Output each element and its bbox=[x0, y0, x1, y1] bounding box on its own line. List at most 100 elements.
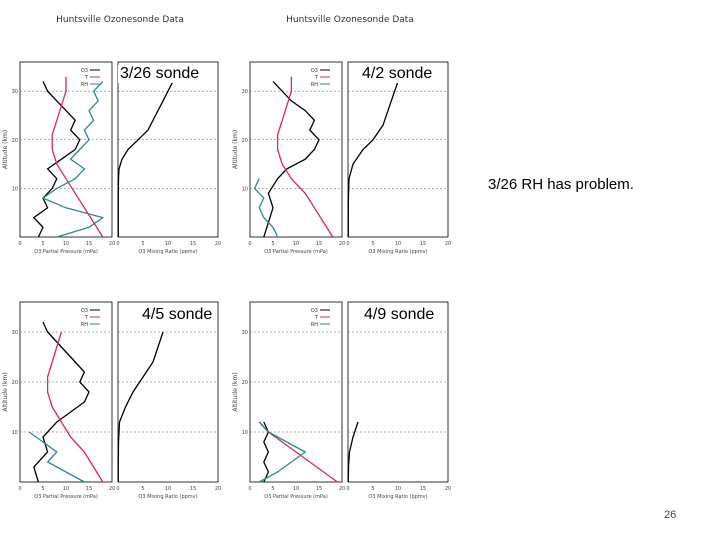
series-line-t bbox=[258, 421, 338, 483]
x-tick-label: 10 bbox=[395, 486, 401, 492]
left-x-axis-label: O3 Partial Pressure (mPa) bbox=[264, 494, 328, 500]
chart-1: Huntsville Ozonesonde Data Altitude (km) 1… bbox=[2, 15, 221, 255]
y-tick-label: 30 bbox=[12, 330, 18, 336]
series-line-rh bbox=[253, 178, 279, 238]
chart-3: Altitude (km) 10 20 30 0 5 10 15 20 O3 Partial Pr… bbox=[2, 301, 221, 500]
x-tick-label: 20 bbox=[445, 241, 451, 247]
series-line-o3-mixing-ratio bbox=[117, 331, 164, 482]
chart-4: Altitude (km) 10 20 30 0 5 10 15 20 O3 Partial Pr… bbox=[232, 301, 451, 500]
series-line-t bbox=[46, 331, 104, 483]
y-tick-label: 20 bbox=[242, 138, 248, 144]
legend-label: T bbox=[84, 75, 89, 81]
x-tick-label: 15 bbox=[316, 486, 322, 492]
y-axis-label: Altitude (km) bbox=[2, 372, 9, 411]
left-plot-frame bbox=[19, 61, 113, 238]
series-line-o3 bbox=[33, 321, 90, 483]
y-axis-label: Altitude (km) bbox=[2, 130, 9, 169]
x-tick-label: 20 bbox=[109, 241, 115, 247]
series-line-rh bbox=[41, 80, 105, 238]
x-tick-label: 20 bbox=[445, 486, 451, 492]
x-tick-label: 10 bbox=[63, 486, 69, 492]
y-axis-label: Altitude (km) bbox=[232, 130, 239, 169]
right-plot-frame bbox=[347, 61, 449, 238]
y-axis-label: Altitude (km) bbox=[232, 372, 239, 411]
left-x-axis-label: O3 Partial Pressure (mPa) bbox=[34, 249, 98, 255]
legend-label: RH bbox=[311, 82, 318, 88]
right-x-axis-label: O3 Mixing Ratio (ppmv) bbox=[138, 249, 197, 255]
right-x-axis-label: O3 Mixing Ratio (ppmv) bbox=[368, 249, 427, 255]
series-line-t bbox=[51, 76, 104, 238]
series-line-o3-mixing-ratio bbox=[117, 81, 174, 237]
panel-3: Altitude (km) 10 20 30 0 5 10 15 20 O3 Partial Pr… bbox=[0, 290, 235, 535]
x-tick-label: 5 bbox=[371, 241, 374, 247]
x-tick-label: 15 bbox=[86, 241, 92, 247]
y-tick-label: 30 bbox=[242, 330, 248, 336]
x-tick-label: 10 bbox=[165, 241, 171, 247]
x-tick-label: 15 bbox=[420, 241, 426, 247]
x-tick-label: 20 bbox=[339, 486, 345, 492]
x-tick-label: 20 bbox=[339, 241, 345, 247]
left-plot-frame bbox=[19, 301, 113, 483]
legend-label: O3 bbox=[311, 68, 318, 74]
x-tick-label: 0 bbox=[116, 241, 119, 247]
x-tick-label: 10 bbox=[395, 241, 401, 247]
panel-caption: 4/9 sonde bbox=[362, 306, 437, 324]
x-tick-label: 15 bbox=[316, 241, 322, 247]
legend-label: O3 bbox=[311, 308, 318, 314]
x-tick-label: 10 bbox=[293, 241, 299, 247]
y-tick-label: 20 bbox=[12, 380, 18, 386]
panel-4: Altitude (km) 10 20 30 0 5 10 15 20 O3 Partial Pr… bbox=[230, 290, 465, 535]
panel-caption: 4/2 sonde bbox=[360, 65, 435, 83]
x-tick-label: 5 bbox=[371, 486, 374, 492]
x-tick-label: 0 bbox=[346, 241, 349, 247]
legend-label: O3 bbox=[81, 308, 88, 314]
x-tick-label: 0 bbox=[116, 486, 119, 492]
x-tick-label: 5 bbox=[271, 486, 274, 492]
chart-title: Huntsville Ozonesonde Data bbox=[56, 15, 184, 25]
legend-label: RH bbox=[81, 82, 88, 88]
legend-label: T bbox=[314, 75, 319, 81]
right-x-axis-label: O3 Mixing Ratio (ppmv) bbox=[138, 494, 197, 500]
series-line-t bbox=[276, 76, 334, 238]
x-tick-label: 15 bbox=[190, 486, 196, 492]
right-x-axis-label: O3 Mixing Ratio (ppmv) bbox=[368, 494, 427, 500]
y-tick-label: 10 bbox=[12, 186, 18, 192]
x-tick-label: 15 bbox=[420, 486, 426, 492]
series-line-rh bbox=[28, 431, 85, 483]
x-tick-label: 10 bbox=[165, 486, 171, 492]
x-tick-label: 15 bbox=[86, 486, 92, 492]
x-tick-label: 20 bbox=[215, 241, 221, 247]
series-line-o3-mixing-ratio bbox=[347, 81, 399, 237]
series-line-rh bbox=[258, 421, 307, 483]
y-tick-label: 30 bbox=[12, 89, 18, 95]
x-tick-label: 5 bbox=[271, 241, 274, 247]
x-tick-label: 0 bbox=[18, 241, 21, 247]
right-plot-frame bbox=[117, 61, 219, 238]
chart-2: Huntsville Ozonesonde Data Altitude (km) 1… bbox=[232, 15, 451, 255]
rh-problem-note: 3/26 RH has problem. bbox=[488, 176, 634, 193]
legend-label: RH bbox=[311, 322, 318, 328]
panel-caption: 4/5 sonde bbox=[140, 306, 215, 324]
right-plot-frame bbox=[117, 301, 219, 483]
y-tick-label: 20 bbox=[242, 380, 248, 386]
legend-label: T bbox=[314, 315, 319, 321]
y-tick-label: 20 bbox=[12, 138, 18, 144]
legend-label: O3 bbox=[81, 68, 88, 74]
panel-caption: 3/26 sonde bbox=[118, 65, 202, 83]
page-number: 26 bbox=[664, 509, 677, 521]
x-tick-label: 20 bbox=[215, 486, 221, 492]
left-plot-frame bbox=[249, 301, 343, 483]
x-tick-label: 5 bbox=[141, 241, 144, 247]
x-tick-label: 20 bbox=[109, 486, 115, 492]
x-tick-label: 10 bbox=[63, 241, 69, 247]
series-line-o3 bbox=[32, 81, 81, 238]
y-tick-label: 30 bbox=[242, 89, 248, 95]
y-tick-label: 10 bbox=[242, 430, 248, 436]
left-x-axis-label: O3 Partial Pressure (mPa) bbox=[264, 249, 328, 255]
x-tick-label: 5 bbox=[141, 486, 144, 492]
x-tick-label: 10 bbox=[293, 486, 299, 492]
x-tick-label: 0 bbox=[18, 486, 21, 492]
x-tick-label: 5 bbox=[41, 241, 44, 247]
y-tick-label: 10 bbox=[242, 186, 248, 192]
series-line-o3-mixing-ratio bbox=[347, 421, 359, 483]
